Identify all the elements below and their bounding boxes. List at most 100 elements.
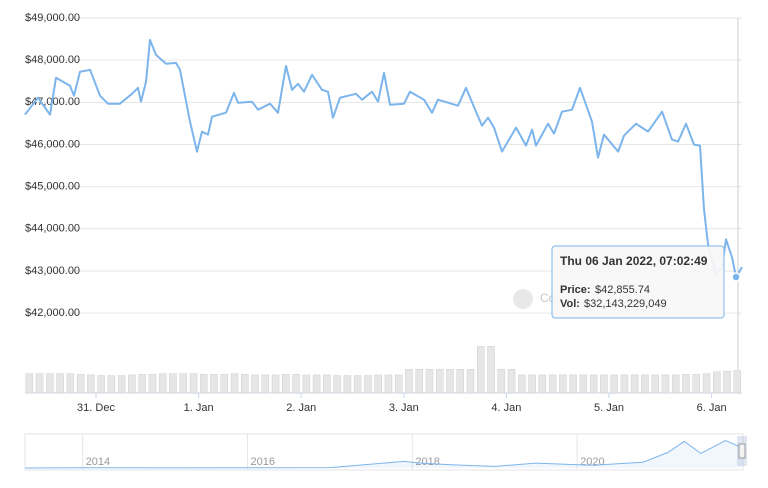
volume-bar <box>343 375 352 394</box>
x-tick-label: 5. Jan <box>594 402 624 414</box>
volume-bar <box>702 373 711 394</box>
x-tick-label: 6. Jan <box>697 402 727 414</box>
y-tick-label: $43,000.00 <box>25 265 80 277</box>
volume-bar <box>353 375 362 394</box>
navigator-line <box>24 439 743 469</box>
volume-bar <box>199 374 208 394</box>
volume-bar <box>548 374 557 394</box>
tooltip-vol-label: Vol: <box>560 298 580 310</box>
volume-bar <box>138 374 146 394</box>
volume-bar <box>723 370 731 394</box>
tooltip-vol: $32,143,229,049 <box>584 298 667 310</box>
volume-bar <box>507 369 516 394</box>
volume-bar <box>487 345 495 394</box>
navigator-handle[interactable] <box>738 443 746 459</box>
x-tick-label: 4. Jan <box>491 402 521 414</box>
tooltip-box <box>551 245 725 319</box>
y-tick-label: $42,000.00 <box>25 307 80 319</box>
tooltip: Thu 06 Jan 2022, 07:02:49 Price: $42,855.7… <box>551 245 725 319</box>
watermark: Co <box>513 289 556 309</box>
volume-bar <box>384 374 393 394</box>
volume-bar <box>456 369 464 394</box>
volume-bar <box>323 374 331 394</box>
x-tick-label: 2. Jan <box>286 402 316 414</box>
volume-bar <box>466 369 475 394</box>
volume-bar <box>107 375 116 394</box>
volume-bar <box>87 374 95 394</box>
volume-bar <box>189 373 198 394</box>
price-line <box>24 38 743 278</box>
volume-bar <box>25 373 34 394</box>
volume-bar <box>302 374 311 394</box>
volume-bar <box>528 374 536 394</box>
volume-bar <box>518 374 526 394</box>
volume-bar <box>66 373 75 394</box>
volume-bar <box>425 369 434 394</box>
volume-bar <box>292 374 300 394</box>
volume-bar <box>169 373 177 394</box>
volume-bar <box>600 374 608 394</box>
volume-bar <box>477 345 485 394</box>
volume-bar <box>579 374 588 394</box>
volume-bar <box>179 373 187 394</box>
volume-bar <box>559 374 567 394</box>
volume-bar <box>312 374 321 394</box>
x-tick-label: 3. Jan <box>389 402 419 414</box>
volume-bar <box>56 373 64 394</box>
volume-bar <box>692 374 700 394</box>
volume-bar <box>713 371 721 394</box>
tooltip-title: Thu 06 Jan 2022, 07:02:49 <box>560 254 708 268</box>
volume-bar <box>630 374 639 394</box>
y-tick-label: $48,000.00 <box>25 54 80 66</box>
volume-bar <box>46 373 54 394</box>
volume-bar <box>230 373 239 394</box>
x-tick-label: 1. Jan <box>184 402 214 414</box>
volume-bar <box>415 369 423 394</box>
volume-bar <box>117 375 126 394</box>
volume-bar <box>641 374 649 394</box>
volume-bar <box>261 374 270 394</box>
volume-bar <box>733 370 742 394</box>
volume-bar <box>374 374 382 394</box>
navigator-tick-label: 2014 <box>86 456 110 468</box>
volume-bar <box>35 373 44 394</box>
volume-bar <box>671 374 680 394</box>
volume-bar <box>220 374 229 394</box>
volume-bar <box>210 374 218 394</box>
volume-bar <box>610 374 618 394</box>
watermark-logo <box>513 289 533 309</box>
volume-bar <box>158 373 167 394</box>
volume-bar <box>497 369 506 394</box>
tooltip-price: $42,855.74 <box>595 284 650 296</box>
volume-bar <box>148 374 157 394</box>
volume-bar <box>682 374 690 394</box>
hover-point <box>731 272 741 282</box>
volume-bar <box>97 375 105 394</box>
y-tick-label: $44,000.00 <box>25 223 80 235</box>
volume-bar <box>251 374 259 394</box>
y-tick-label: $49,000.00 <box>25 12 80 24</box>
volume-bar <box>446 369 454 394</box>
y-tick-label: $45,000.00 <box>25 181 80 193</box>
volume-bar <box>333 375 341 394</box>
volume-bar <box>405 369 413 394</box>
volume-bars <box>25 345 742 394</box>
volume-bar <box>569 374 577 394</box>
volume-bar <box>661 374 670 394</box>
volume-bar <box>364 375 372 394</box>
volume-bar <box>435 369 444 394</box>
x-tick-label: 31. Dec <box>77 402 115 414</box>
volume-bar <box>241 374 249 394</box>
volume-bar <box>271 374 280 394</box>
volume-bar <box>538 374 547 394</box>
navigator-tick-label: 2018 <box>415 456 439 468</box>
volume-bar <box>76 374 85 394</box>
volume-bar <box>651 374 659 394</box>
tooltip-price-label: Price: <box>560 284 591 296</box>
navigator-tick-label: 2016 <box>251 456 275 468</box>
volume-bar <box>282 374 290 394</box>
volume-bar <box>128 374 136 394</box>
y-tick-label: $46,000.00 <box>25 138 80 150</box>
volume-bar <box>620 374 629 394</box>
